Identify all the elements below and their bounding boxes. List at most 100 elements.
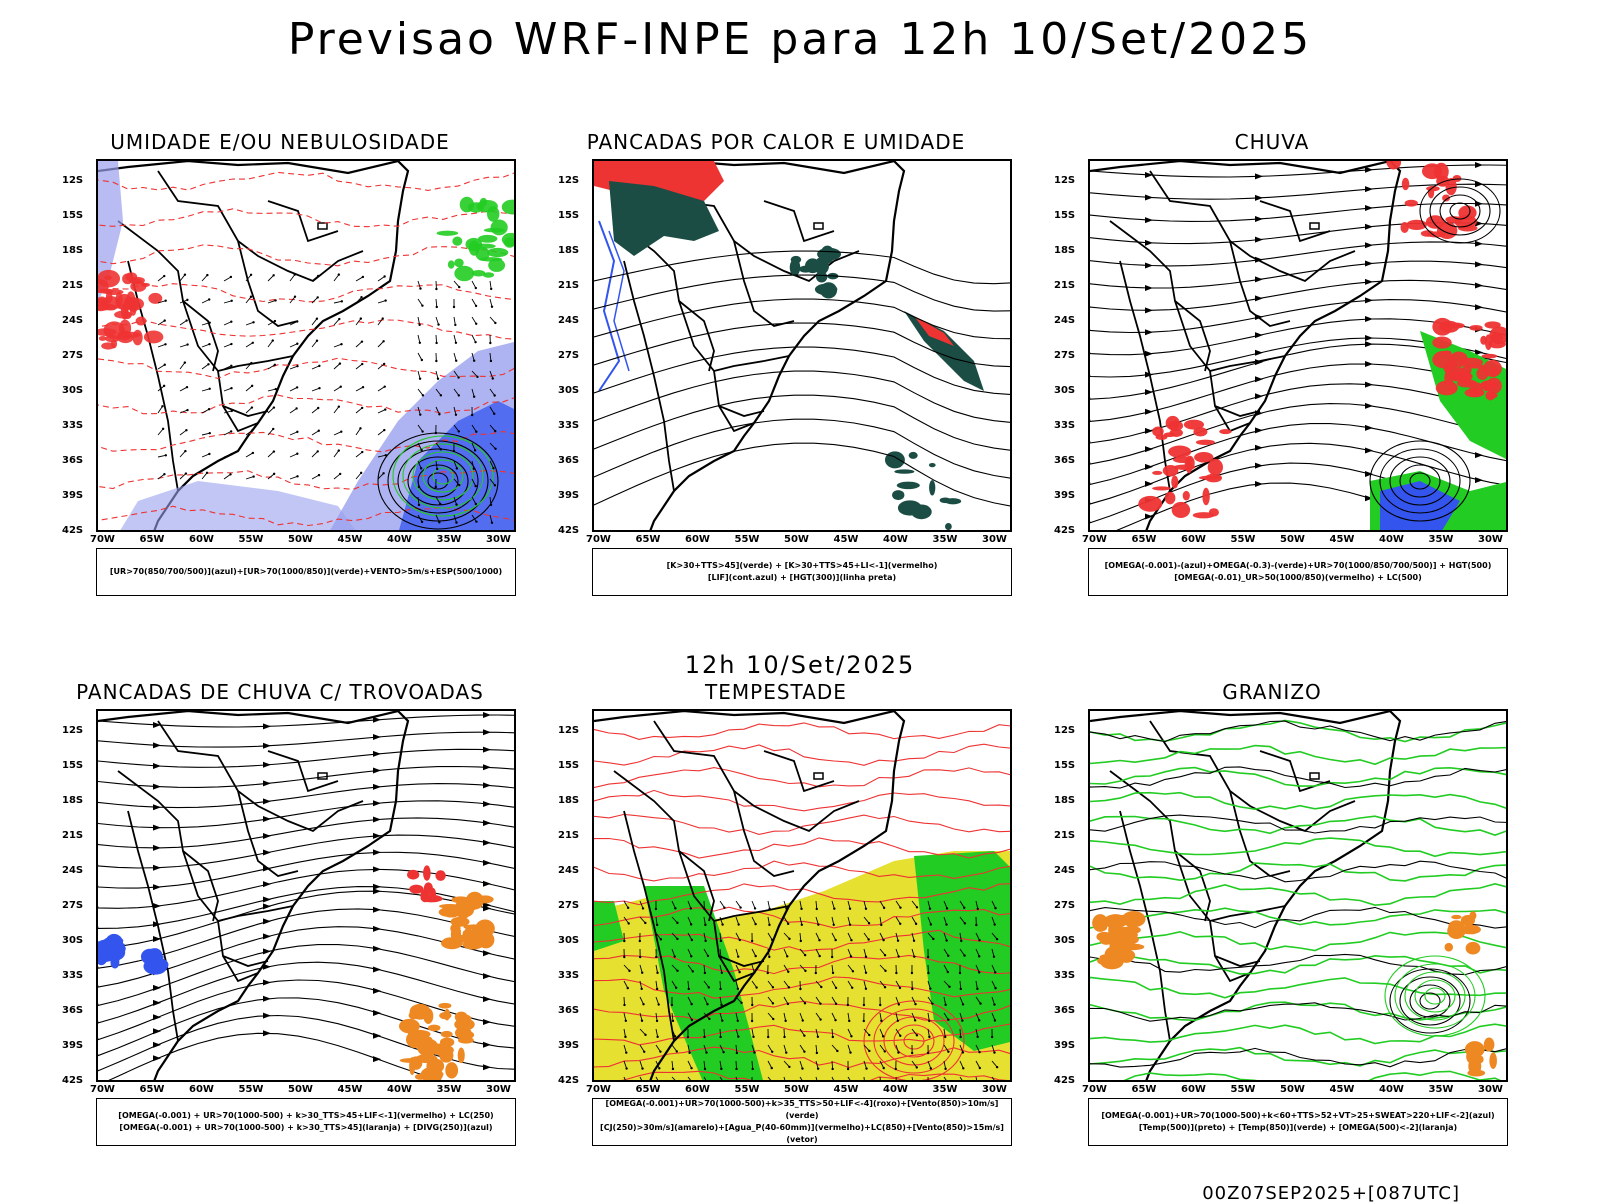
latitude-tick-label: 18S <box>558 245 579 256</box>
longitude-tick-label: 70W <box>90 1084 115 1095</box>
run-timestamp: 00Z07SEP2025+[087UTC] <box>1202 1183 1460 1204</box>
latitude-tick-label: 30S <box>62 935 83 946</box>
map-graphic <box>594 711 1012 1082</box>
panel-legend: [K>30+TTS>45](verde) + [K>30+TTS>45+LI<-… <box>592 548 1012 596</box>
latitude-tick-label: 12S <box>62 725 83 736</box>
latitude-tick-label: 15S <box>1054 760 1075 771</box>
longitude-tick-label: 60W <box>189 534 214 545</box>
latitude-tick-label: 30S <box>1054 385 1075 396</box>
longitude-tick-label: 30W <box>486 1084 511 1095</box>
legend-line: [OMEGA(-0.01)_UR>50(1000/850)(vermelho) … <box>1174 572 1422 584</box>
longitude-tick-label: 60W <box>1181 1084 1206 1095</box>
longitude-tick-label: 40W <box>387 534 412 545</box>
legend-line: [UR>70(850/700/500)](azul)+[UR>70(1000/8… <box>110 566 502 578</box>
latitude-tick-label: 36S <box>1054 1005 1075 1016</box>
page-title: Previsao WRF-INPE para 12h 10/Set/2025 <box>0 14 1600 65</box>
longitude-tick-label: 50W <box>1280 534 1305 545</box>
longitude-tick-label: 45W <box>834 534 859 545</box>
latitude-tick-label: 21S <box>62 280 83 291</box>
latitude-tick-label: 15S <box>62 760 83 771</box>
latitude-tick-label: 39S <box>1054 1040 1075 1051</box>
longitude-tick-label: 35W <box>1429 1084 1454 1095</box>
longitude-tick-label: 50W <box>784 534 809 545</box>
longitude-tick-label: 60W <box>189 1084 214 1095</box>
longitude-tick-label: 40W <box>387 1084 412 1095</box>
longitude-tick-label: 45W <box>834 1084 859 1095</box>
panel-title: PANCADAS DE CHUVA C/ TROVOADAS <box>60 680 500 704</box>
longitude-tick-label: 55W <box>239 1084 264 1095</box>
map-graphic <box>98 161 516 532</box>
longitude-tick-label: 65W <box>1132 534 1157 545</box>
latitude-tick-label: 39S <box>62 1040 83 1051</box>
forecast-map <box>592 159 1012 532</box>
latitude-tick-label: 30S <box>62 385 83 396</box>
longitude-tick-label: 65W <box>636 534 661 545</box>
latitude-tick-label: 42S <box>62 1075 83 1086</box>
longitude-tick-label: 65W <box>636 1084 661 1095</box>
latitude-tick-label: 39S <box>558 1040 579 1051</box>
latitude-tick-label: 27S <box>1054 900 1075 911</box>
latitude-tick-label: 30S <box>1054 935 1075 946</box>
latitude-tick-label: 18S <box>558 795 579 806</box>
longitude-tick-label: 35W <box>437 1084 462 1095</box>
panel-title: PANCADAS POR CALOR E UMIDADE <box>556 130 996 154</box>
longitude-tick-label: 70W <box>586 1084 611 1095</box>
longitude-tick-label: 55W <box>1231 534 1256 545</box>
latitude-tick-label: 21S <box>1054 830 1075 841</box>
legend-line: [OMEGA(-0.001)+UR>70(1000-500)+k>35_TTS>… <box>593 1098 1011 1122</box>
latitude-tick-label: 42S <box>62 525 83 536</box>
latitude-tick-label: 15S <box>558 210 579 221</box>
latitude-tick-label: 39S <box>62 490 83 501</box>
longitude-tick-label: 50W <box>784 1084 809 1095</box>
longitude-tick-label: 65W <box>140 534 165 545</box>
latitude-tick-label: 39S <box>1054 490 1075 501</box>
longitude-tick-label: 55W <box>735 1084 760 1095</box>
latitude-tick-label: 42S <box>558 1075 579 1086</box>
latitude-tick-label: 18S <box>62 245 83 256</box>
legend-line: [Temp(500)](preto) + [Temp(850)](verde) … <box>1139 1122 1457 1134</box>
legend-line: [OMEGA(-0.001) + UR>70(1000-500) + k>30_… <box>118 1110 493 1122</box>
longitude-tick-label: 50W <box>1280 1084 1305 1095</box>
longitude-tick-label: 70W <box>586 534 611 545</box>
latitude-tick-label: 24S <box>1054 315 1075 326</box>
longitude-tick-label: 30W <box>982 534 1007 545</box>
longitude-tick-label: 35W <box>933 1084 958 1095</box>
latitude-tick-label: 15S <box>1054 210 1075 221</box>
longitude-tick-label: 35W <box>933 534 958 545</box>
latitude-tick-label: 21S <box>1054 280 1075 291</box>
map-graphic <box>1090 711 1508 1082</box>
forecast-map <box>592 709 1012 1082</box>
panel-legend: [OMEGA(-0.001)+UR>70(1000-500)+k<60+TTS>… <box>1088 1098 1508 1146</box>
latitude-tick-label: 27S <box>558 350 579 361</box>
latitude-tick-label: 36S <box>1054 455 1075 466</box>
longitude-tick-label: 35W <box>437 534 462 545</box>
latitude-tick-label: 24S <box>62 865 83 876</box>
latitude-tick-label: 12S <box>1054 725 1075 736</box>
latitude-tick-label: 21S <box>62 830 83 841</box>
latitude-tick-label: 30S <box>558 385 579 396</box>
longitude-tick-label: 50W <box>288 1084 313 1095</box>
legend-line: [CJ(250)>30m/s](amarelo)+[Agua_P(40-60mm… <box>593 1122 1011 1146</box>
latitude-tick-label: 12S <box>62 175 83 186</box>
panel-legend: [OMEGA(-0.001)+UR>70(1000-500)+k>35_TTS>… <box>592 1098 1012 1146</box>
latitude-tick-label: 33S <box>62 970 83 981</box>
panel-title: TEMPESTADE <box>556 680 996 704</box>
latitude-tick-label: 42S <box>1054 525 1075 536</box>
longitude-tick-label: 55W <box>239 534 264 545</box>
latitude-tick-label: 24S <box>62 315 83 326</box>
longitude-tick-label: 70W <box>1082 534 1107 545</box>
latitude-tick-label: 30S <box>558 935 579 946</box>
longitude-tick-label: 45W <box>1330 534 1355 545</box>
longitude-tick-label: 70W <box>90 534 115 545</box>
latitude-tick-label: 24S <box>1054 865 1075 876</box>
longitude-tick-label: 45W <box>1330 1084 1355 1095</box>
legend-line: [OMEGA(-0.001)+UR>70(1000-500)+k<60+TTS>… <box>1101 1110 1494 1122</box>
latitude-tick-label: 24S <box>558 315 579 326</box>
legend-line: [LIF](cont.azul) + [HGT(300)](linha pret… <box>708 572 896 584</box>
latitude-tick-label: 21S <box>558 830 579 841</box>
